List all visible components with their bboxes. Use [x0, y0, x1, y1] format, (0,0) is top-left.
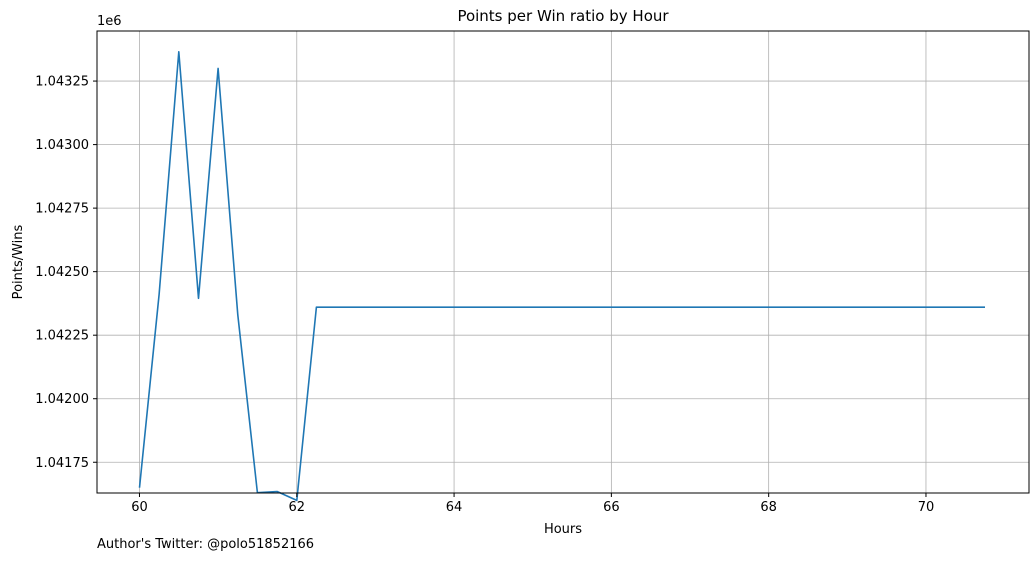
y-tick-label: 1.04300: [35, 138, 89, 153]
y-tick-label: 1.04325: [35, 75, 89, 90]
plot-frame: [96, 30, 1030, 494]
chart-title: Points per Win ratio by Hour: [457, 7, 669, 25]
x-tick-label: 66: [603, 500, 620, 515]
x-tick-label: 62: [288, 500, 305, 515]
x-tick-label: 60: [131, 500, 148, 515]
y-tick-label: 1.04175: [35, 456, 89, 471]
grid-lines: [97, 31, 1029, 493]
x-axis-ticks: 60 62 64 66 68 70: [131, 493, 934, 515]
y-tick-label: 1.04250: [35, 265, 89, 280]
x-axis-label: Hours: [544, 522, 582, 537]
author-footnote: Author's Twitter: @polo51852166: [97, 537, 315, 552]
y-axis-label: Points/Wins: [11, 224, 26, 299]
y-tick-label: 1.04200: [35, 392, 89, 407]
y-axis-ticks: 1.04175 1.04200 1.04225 1.04250 1.04275 1.043…: [35, 75, 97, 471]
x-tick-label: 64: [446, 500, 463, 515]
y-axis-offset-label: 1e6: [97, 14, 122, 29]
x-tick-label: 70: [918, 500, 935, 515]
y-tick-label: 1.04225: [35, 329, 89, 344]
x-tick-label: 68: [760, 500, 777, 515]
series-line: [138, 50, 985, 502]
y-tick-label: 1.04275: [35, 202, 89, 217]
